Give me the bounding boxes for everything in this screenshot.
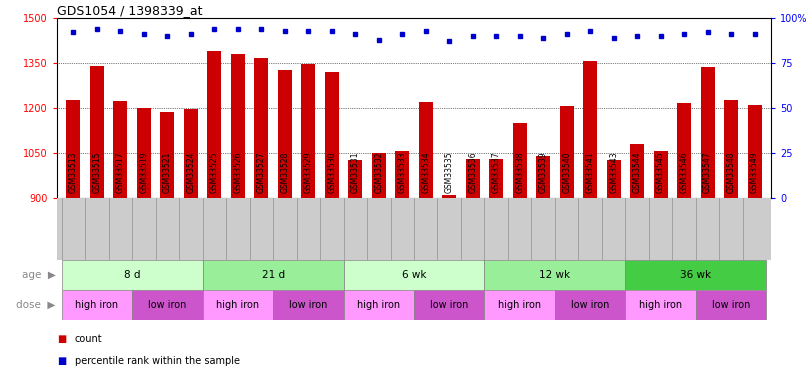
- Bar: [114, 101, 127, 198]
- Text: high iron: high iron: [216, 300, 260, 310]
- Bar: [273, 290, 343, 320]
- Bar: [466, 159, 480, 198]
- Text: count: count: [75, 334, 102, 344]
- Bar: [513, 123, 527, 198]
- Bar: [62, 260, 202, 290]
- Text: 36 wk: 36 wk: [680, 270, 712, 280]
- Text: low iron: low iron: [289, 300, 327, 310]
- Text: percentile rank within the sample: percentile rank within the sample: [75, 356, 239, 366]
- Text: low iron: low iron: [148, 300, 186, 310]
- Bar: [137, 108, 151, 198]
- Bar: [630, 144, 644, 198]
- Bar: [559, 106, 574, 198]
- Bar: [231, 54, 245, 198]
- Bar: [207, 51, 222, 198]
- Bar: [536, 156, 550, 198]
- Bar: [700, 68, 715, 198]
- Bar: [202, 290, 273, 320]
- Bar: [414, 290, 484, 320]
- Bar: [132, 290, 202, 320]
- Text: dose  ▶: dose ▶: [16, 300, 56, 310]
- Bar: [254, 58, 268, 198]
- Bar: [489, 159, 503, 198]
- Bar: [607, 160, 621, 198]
- Text: age  ▶: age ▶: [22, 270, 56, 280]
- Bar: [325, 72, 339, 198]
- Bar: [442, 195, 456, 198]
- Bar: [484, 290, 555, 320]
- Bar: [343, 290, 414, 320]
- Text: GDS1054 / 1398339_at: GDS1054 / 1398339_at: [57, 4, 202, 17]
- Bar: [677, 104, 691, 198]
- Bar: [696, 290, 767, 320]
- Text: high iron: high iron: [639, 300, 682, 310]
- Text: 8 d: 8 d: [124, 270, 140, 280]
- Text: high iron: high iron: [76, 300, 118, 310]
- Bar: [301, 64, 315, 198]
- Bar: [184, 110, 198, 198]
- Bar: [654, 152, 667, 198]
- Bar: [625, 260, 767, 290]
- Bar: [62, 290, 132, 320]
- Text: high iron: high iron: [357, 300, 401, 310]
- Bar: [160, 112, 174, 198]
- Text: high iron: high iron: [498, 300, 542, 310]
- Text: 12 wk: 12 wk: [539, 270, 571, 280]
- Bar: [343, 260, 484, 290]
- Bar: [555, 290, 625, 320]
- Bar: [278, 70, 292, 198]
- Text: ■: ■: [57, 356, 66, 366]
- Bar: [625, 290, 696, 320]
- Bar: [372, 153, 386, 198]
- Bar: [348, 160, 363, 198]
- Bar: [66, 100, 81, 198]
- Text: low iron: low iron: [712, 300, 750, 310]
- Bar: [90, 66, 104, 198]
- Text: low iron: low iron: [571, 300, 609, 310]
- Text: ■: ■: [57, 334, 66, 344]
- Bar: [395, 152, 409, 198]
- Bar: [484, 260, 625, 290]
- Bar: [202, 260, 343, 290]
- Text: low iron: low iron: [430, 300, 468, 310]
- Text: 21 d: 21 d: [261, 270, 285, 280]
- Bar: [583, 62, 597, 198]
- Bar: [747, 105, 762, 198]
- Text: 6 wk: 6 wk: [401, 270, 426, 280]
- Bar: [418, 102, 433, 198]
- Bar: [724, 100, 738, 198]
